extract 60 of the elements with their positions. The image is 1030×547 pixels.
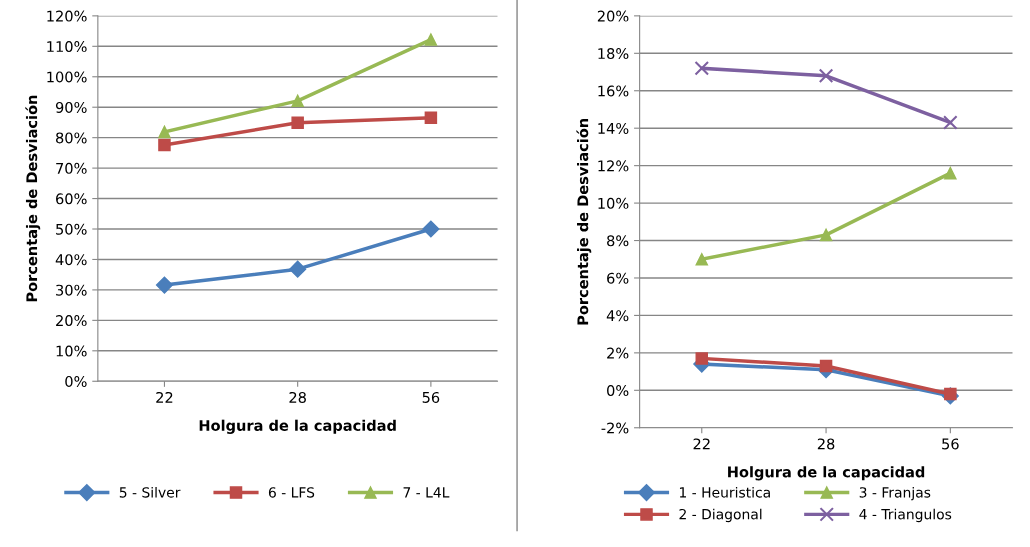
point	[158, 125, 171, 139]
y-tick-label: 20%	[56, 315, 87, 327]
y-tick-label: -2%	[601, 422, 629, 434]
x-axis-title: Holgura de la capacidad	[728, 466, 925, 481]
point	[158, 138, 171, 152]
point	[291, 116, 304, 129]
y-tick-label: 10%	[56, 345, 87, 357]
x-tick-label: 56	[942, 438, 959, 450]
y-tick-label: 70%	[56, 162, 87, 174]
legend-label: 2 - Diagonal	[679, 508, 762, 523]
y-tick-label: 30%	[56, 284, 87, 296]
legend-label: 5 - Silver	[119, 486, 181, 498]
point	[694, 61, 710, 76]
y-tick-label: 4%	[606, 310, 629, 322]
y-tick-label: 18%	[598, 48, 629, 60]
point	[695, 352, 709, 365]
y-tick-label: 0%	[607, 385, 629, 397]
point	[291, 94, 304, 108]
point	[944, 387, 957, 401]
y-tick-label: 14%	[598, 122, 629, 134]
point	[944, 166, 957, 180]
point	[819, 359, 833, 373]
y-tick-label: 10%	[598, 197, 629, 209]
y-tick-label: 90%	[55, 101, 87, 113]
legend-label: 4 - Triangulos	[859, 508, 952, 523]
y-tick-label: 8%	[607, 235, 629, 247]
point	[818, 68, 834, 84]
x-tick-label: 22	[693, 438, 710, 450]
y-tick-label: 2%	[607, 347, 629, 359]
y-tick-label: 16%	[598, 85, 629, 97]
legend-label: 7 - L4L	[403, 487, 450, 498]
y-tick-label: 60%	[56, 193, 87, 205]
x-tick-label: 28	[817, 438, 835, 450]
y-tick-label: 40%	[55, 254, 87, 266]
point	[289, 260, 307, 278]
y-tick-label: 120%	[47, 10, 87, 22]
y-axis-title: Porcentaje de Desviación	[576, 118, 592, 325]
y-tick-label: 0%	[65, 375, 87, 388]
point	[422, 220, 440, 238]
point	[424, 111, 438, 125]
point	[819, 228, 833, 242]
point	[155, 276, 174, 294]
y-tick-label: 12%	[598, 160, 629, 172]
y-tick-label: 100%	[47, 71, 87, 83]
y-tick-label: 110%	[47, 41, 87, 53]
y-axis-title: Porcentaje de Desviación	[25, 95, 41, 302]
x-tick-label: 28	[289, 391, 306, 403]
y-tick-label: 20%	[597, 10, 629, 22]
y-tick-label: 80%	[56, 132, 87, 144]
y-tick-label: 50%	[56, 223, 87, 235]
legend-label: 3 - Franjas	[859, 486, 931, 501]
legend-label: 6 - LFS	[268, 487, 315, 498]
point	[943, 115, 958, 130]
legend-label: 1 - Heuristica	[679, 486, 770, 498]
y-tick-label: 6%	[607, 272, 629, 284]
x-tick-label: 22	[156, 391, 173, 403]
point	[695, 253, 709, 266]
x-axis-title: Holgura de la capacidad	[199, 419, 396, 434]
point	[424, 33, 438, 46]
x-tick-label: 56	[422, 391, 440, 403]
